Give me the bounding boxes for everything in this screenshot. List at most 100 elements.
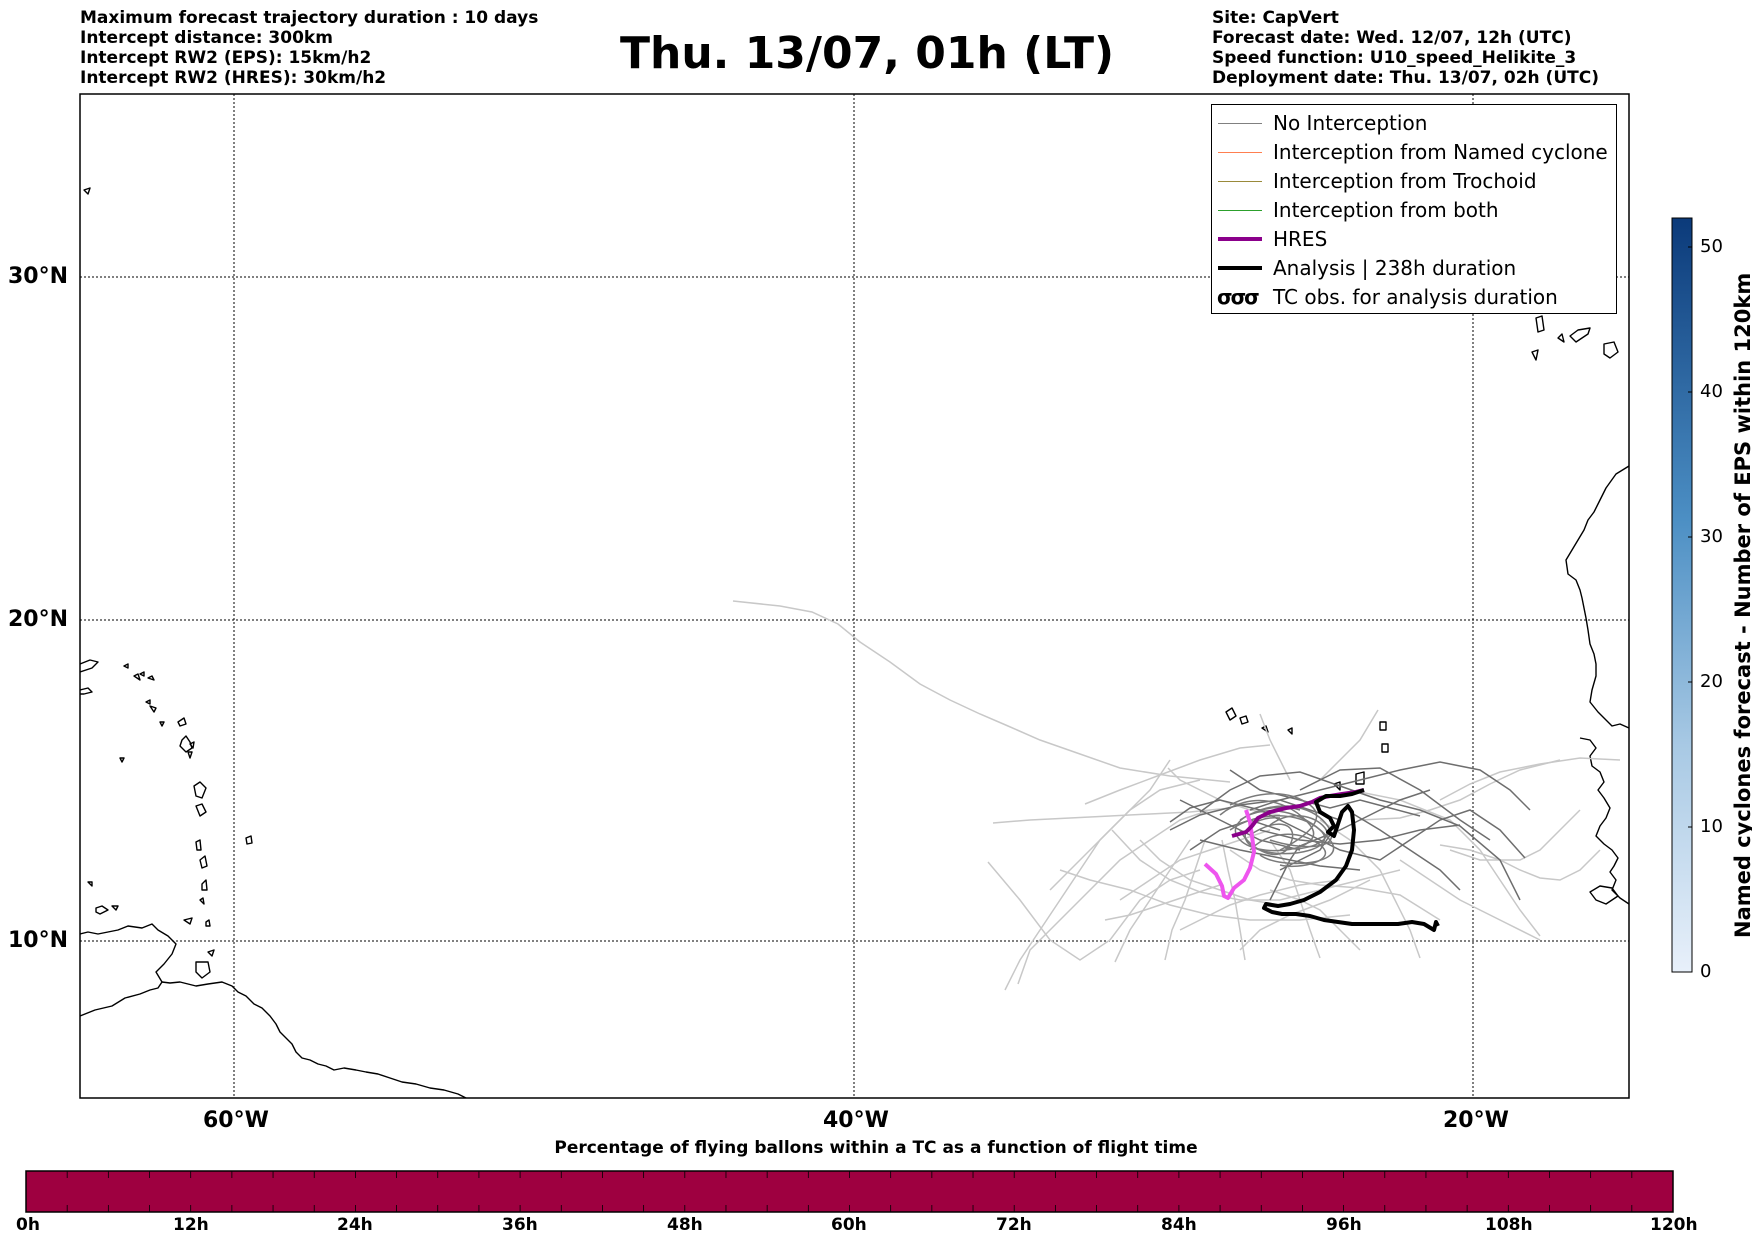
- site-line: Forecast date: Wed. 12/07, 12h (UTC): [1212, 28, 1572, 48]
- legend-swatch: [1218, 123, 1262, 124]
- island-canary-3: [1531, 349, 1539, 361]
- island-cape-verde-6: [1381, 743, 1389, 753]
- coastline-africa: [1565, 465, 1629, 729]
- island-canary-2: [1557, 333, 1565, 343]
- island-barbados: [245, 835, 253, 845]
- island-bermuda-like: [83, 187, 91, 195]
- bottom-colorbar-tick: 84h: [1161, 1215, 1197, 1235]
- bottom-colorbar-tick: 72h: [996, 1215, 1032, 1235]
- right-colorbar: [1671, 217, 1693, 973]
- eps-trajectories-light: [732, 600, 1621, 991]
- bottom-colorbar-tick: 108h: [1485, 1215, 1533, 1235]
- island-martinique: [199, 855, 208, 869]
- legend: No Interception Interception from Named …: [1211, 104, 1617, 314]
- island-anguilla: [177, 717, 187, 727]
- island-virgin: [147, 675, 155, 681]
- bottom-colorbar-title: Percentage of flying ballons within a TC…: [554, 1138, 1198, 1158]
- legend-item-no-interception: No Interception: [1212, 109, 1616, 138]
- island-small-e: [159, 721, 165, 727]
- legend-item-trochoid: Interception from Trochoid: [1212, 167, 1616, 196]
- forecast-parameters: Maximum forecast trajectory duration : 1…: [80, 8, 538, 88]
- legend-swatch: [1218, 210, 1262, 211]
- eps-trajectories-dark: [1169, 761, 1531, 901]
- colorbar-tick: 50: [1700, 236, 1723, 257]
- site-line: Site: CapVert: [1212, 8, 1339, 28]
- island-st-kitts: [179, 735, 193, 753]
- island-small-b: [133, 673, 141, 681]
- island-cape-verde-1: [1225, 707, 1237, 721]
- page-title: Thu. 13/07, 01h (LT): [620, 28, 1115, 79]
- legend-label: HRES: [1273, 227, 1328, 251]
- coastline-africa-west: [1579, 737, 1629, 905]
- island-cape-verde-5: [1379, 721, 1387, 731]
- island-virgin-2: [139, 671, 145, 677]
- tc-symbol-icon: σσσ: [1217, 285, 1260, 309]
- island-canary-4: [1569, 327, 1591, 343]
- island-small-f: [119, 757, 125, 763]
- hres-tail: [1203, 809, 1256, 900]
- colorbar-tick: 30: [1700, 526, 1723, 547]
- lat-label-20: 20°N: [8, 607, 69, 632]
- coastline-bijagos: [1589, 885, 1619, 905]
- bottom-colorbar-tick: 60h: [831, 1215, 867, 1235]
- island-guadeloupe: [193, 781, 207, 799]
- map-frame: [79, 93, 1630, 1099]
- legend-item-both: Interception from both: [1212, 196, 1616, 225]
- island-guadeloupe-2: [195, 803, 207, 817]
- island-tobago: [207, 949, 215, 957]
- legend-swatch: [1218, 181, 1262, 182]
- bottom-colorbar-tick: 0h: [16, 1215, 40, 1235]
- coastlines: [80, 187, 1629, 1098]
- island-st-lucia: [201, 879, 208, 891]
- param-line: Intercept RW2 (EPS): 15km/h2: [80, 48, 372, 68]
- island-cape-verde-3: [1261, 725, 1269, 733]
- island-canary-1: [1535, 315, 1545, 333]
- legend-label: TC obs. for analysis duration: [1273, 285, 1558, 309]
- bottom-colorbar: [25, 1170, 1674, 1213]
- legend-label: No Interception: [1273, 111, 1428, 135]
- island-small-c: [145, 699, 151, 705]
- site-line: Speed function: U10_speed_Helikite_3: [1212, 48, 1577, 68]
- legend-item-tc-obs: σσσ TC obs. for analysis duration: [1212, 283, 1616, 312]
- island-small-d: [149, 705, 157, 713]
- lon-label-60: 60°W: [203, 1108, 269, 1133]
- colorbar-tick: 20: [1700, 671, 1723, 692]
- site-info: Site: CapVert Forecast date: Wed. 12/07,…: [1212, 8, 1599, 88]
- bottom-colorbar-tick: 48h: [667, 1215, 703, 1235]
- site-line: Deployment date: Thu. 13/07, 02h (UTC): [1212, 68, 1599, 88]
- legend-item-named-cyclone: Interception from Named cyclone: [1212, 138, 1616, 167]
- colorbar-title: Named cyclones forecast - Number of EPS …: [1731, 272, 1752, 938]
- legend-label: Interception from both: [1273, 198, 1499, 222]
- legend-swatch: [1218, 152, 1262, 153]
- legend-label: Interception from Named cyclone: [1273, 140, 1608, 164]
- lon-label-20: 20°W: [1443, 1108, 1509, 1133]
- param-line: Intercept distance: 300km: [80, 28, 333, 48]
- island-grenada: [205, 919, 211, 927]
- lat-label-10: 10°N: [8, 928, 69, 953]
- island-canary-5: [1603, 341, 1619, 359]
- bottom-colorbar-ticks: [66, 1171, 1633, 1212]
- island-margarita: [183, 917, 193, 925]
- island-cape-verde-2: [1239, 715, 1249, 725]
- island-aruba-curacao: [95, 905, 109, 915]
- bottom-colorbar-tick: 12h: [173, 1215, 209, 1235]
- legend-label: Interception from Trochoid: [1273, 169, 1537, 193]
- bottom-colorbar-tick: 96h: [1326, 1215, 1362, 1235]
- colorbar-tick: 40: [1700, 381, 1723, 402]
- param-line: Maximum forecast trajectory duration : 1…: [80, 8, 539, 28]
- legend-item-analysis: Analysis | 238h duration: [1212, 254, 1616, 283]
- lon-label-40: 40°W: [823, 1108, 889, 1133]
- legend-item-hres: HRES: [1212, 225, 1616, 254]
- legend-swatch: [1218, 266, 1262, 270]
- analysis-track: [1262, 788, 1440, 932]
- island-small-g: [87, 881, 93, 887]
- island-antigua: [187, 751, 193, 759]
- param-line: Intercept RW2 (HRES): 30km/h2: [80, 68, 387, 88]
- bottom-colorbar-tick: 120h: [1650, 1215, 1698, 1235]
- graticule: [80, 94, 1629, 1098]
- island-cape-verde-8: [1355, 771, 1365, 785]
- island-puerto-rico-2: [80, 687, 93, 695]
- island-st-vincent: [199, 897, 205, 905]
- island-trinidad: [195, 961, 211, 979]
